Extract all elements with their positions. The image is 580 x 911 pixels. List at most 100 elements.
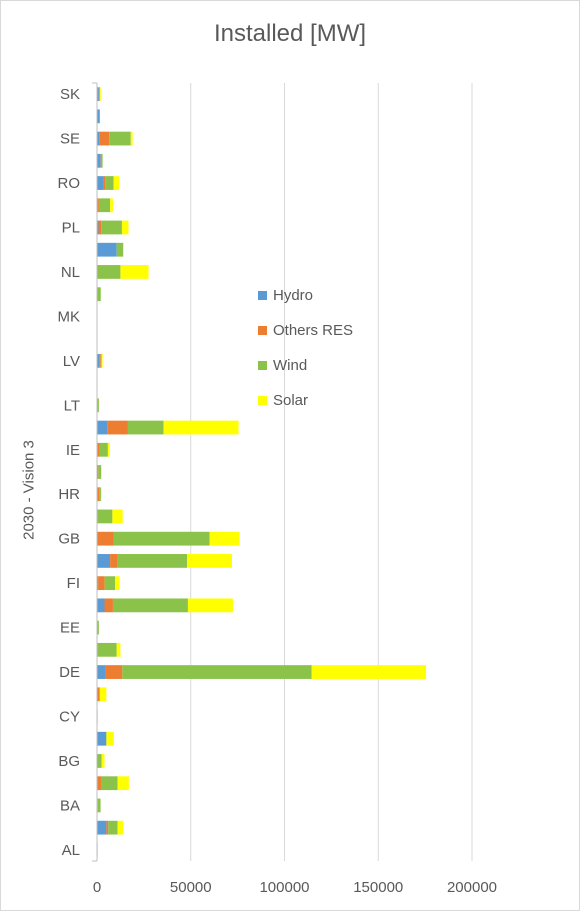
bar-segment	[97, 353, 100, 368]
bar-segment	[101, 776, 118, 791]
x-tick-label: 50000	[170, 879, 212, 896]
bar-segment	[122, 665, 312, 679]
bar-segment	[113, 531, 210, 546]
bar-segment	[97, 820, 107, 835]
y-tick-label: PL	[62, 219, 80, 236]
bar-segment	[99, 87, 101, 102]
bar-segment	[117, 776, 129, 791]
chart-legend: Hydro Others RES Wind Solar	[258, 278, 353, 418]
y-tick-label: DE	[59, 664, 80, 681]
legend-item: Wind	[258, 348, 353, 383]
bar-segment	[97, 109, 100, 124]
legend-item: Others RES	[258, 313, 353, 348]
bar-segment	[97, 87, 99, 102]
bar-segment	[97, 153, 101, 168]
y-tick-label: SK	[60, 86, 80, 103]
legend-label: Hydro	[273, 287, 314, 304]
bar-segment	[100, 487, 102, 502]
bar-segment	[97, 442, 100, 457]
bar-segment	[98, 198, 111, 213]
bar-segment	[101, 220, 122, 235]
bar-segment	[109, 131, 131, 146]
bar-segment	[97, 220, 99, 235]
y-tick-label: CY	[59, 709, 80, 726]
legend-label: Solar	[273, 392, 309, 409]
x-tick-label: 100000	[259, 879, 309, 896]
bar-segment	[97, 554, 111, 568]
legend-item: Hydro	[258, 278, 353, 313]
bar-segment	[117, 554, 187, 568]
bar-segment	[105, 665, 123, 679]
bar-segment	[97, 598, 105, 613]
bar-segment	[187, 598, 233, 613]
bar-segment	[98, 576, 105, 591]
bar-segment	[107, 442, 110, 457]
bar-segment	[97, 531, 114, 546]
bar-segment	[97, 642, 117, 657]
bar-segment	[97, 465, 99, 479]
bar-segment	[99, 131, 110, 146]
bar-segment	[163, 420, 239, 435]
bar-segment	[103, 176, 106, 190]
bar-segment	[97, 576, 99, 591]
y-tick-label: EE	[60, 620, 80, 637]
bar-segment	[101, 754, 105, 768]
bar-segment	[99, 487, 101, 502]
bar-segment	[101, 153, 103, 168]
x-tick-label: 0	[93, 879, 101, 896]
bar-segment	[116, 642, 121, 657]
bar-segment	[97, 754, 102, 768]
legend-swatch	[258, 291, 267, 300]
bar-segment	[99, 687, 107, 702]
bar-segment	[110, 554, 118, 568]
bar-segment	[98, 465, 102, 479]
y-tick-label: BA	[60, 797, 80, 814]
bar-segment	[97, 198, 99, 213]
bar-segment	[120, 265, 149, 279]
bar-segment	[107, 420, 128, 435]
bar-segment	[115, 576, 120, 591]
bar-segment	[113, 176, 120, 190]
bar-segment	[106, 820, 109, 835]
bar-segment	[121, 220, 129, 235]
bar-segment	[187, 554, 232, 568]
bar-segment	[112, 598, 188, 613]
bar-segment	[104, 598, 113, 613]
bar-segment	[100, 153, 102, 168]
y-tick-label: LV	[63, 353, 80, 370]
bar-segment	[100, 353, 102, 368]
bar-segment	[98, 87, 100, 102]
bar-segment	[97, 265, 121, 279]
legend-swatch	[258, 361, 267, 370]
bar-segment	[99, 353, 101, 368]
x-tick-label: 150000	[353, 879, 403, 896]
bar-segment	[101, 465, 102, 479]
y-tick-label: FI	[67, 575, 80, 592]
bar-segment	[97, 665, 106, 679]
bar-segment	[97, 776, 102, 791]
bar-segment	[108, 820, 118, 835]
bar-segment	[97, 687, 100, 702]
bar-segment	[130, 131, 133, 146]
legend-item: Solar	[258, 383, 353, 418]
bar-segment	[97, 131, 100, 146]
bar-segment	[98, 220, 102, 235]
bar-segment	[112, 509, 123, 524]
bar-segment	[127, 420, 164, 435]
bar-segment	[97, 176, 104, 190]
chart-title: Installed [MW]	[213, 20, 367, 47]
bar-segment	[209, 531, 240, 546]
y-tick-label: BG	[58, 753, 80, 770]
bar-segment	[97, 420, 108, 435]
bar-segment	[116, 242, 124, 257]
legend-label: Others RES	[273, 322, 354, 339]
y-tick-label: IE	[66, 442, 80, 459]
x-tick-label: 200000	[447, 879, 497, 896]
bar-segment	[101, 353, 103, 368]
bar-segment	[97, 242, 117, 257]
bar-segment	[117, 820, 124, 835]
bar-segment	[110, 198, 113, 213]
bar-segment	[311, 665, 427, 679]
y-tick-label: LT	[64, 397, 80, 414]
bar-segment	[104, 576, 115, 591]
